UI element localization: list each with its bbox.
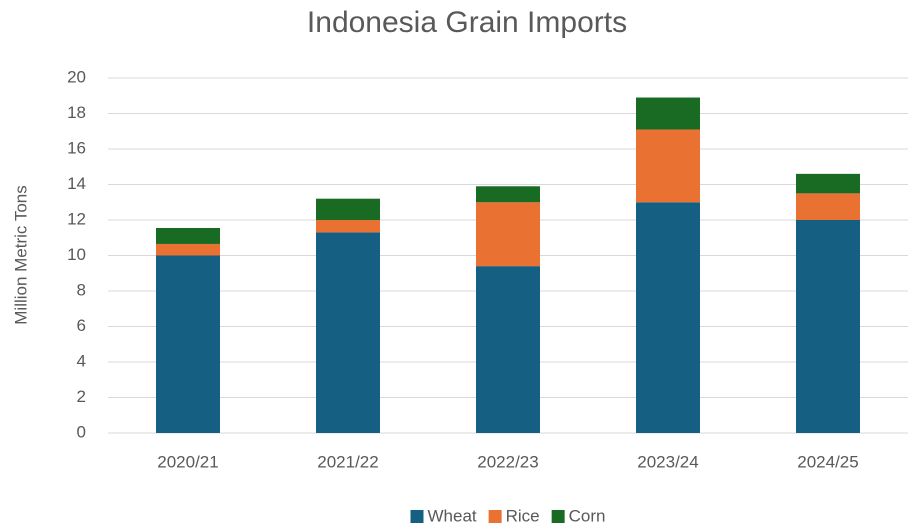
- bar-segment: [156, 227, 220, 244]
- bar-segment: [796, 220, 860, 433]
- legend-label: Wheat: [427, 506, 476, 525]
- y-tick-label: 10: [67, 245, 86, 264]
- y-tick-label: 6: [77, 316, 86, 335]
- y-tick-label: 14: [67, 174, 86, 193]
- legend-swatch: [488, 510, 502, 523]
- x-tick-label: 2020/21: [157, 452, 218, 471]
- bar-segment: [796, 173, 860, 194]
- legend-label: Corn: [569, 506, 606, 525]
- y-tick-label: 12: [67, 209, 86, 228]
- y-tick-label: 16: [67, 138, 86, 157]
- bar-segment: [476, 202, 540, 267]
- x-tick-label: 2022/23: [477, 452, 538, 471]
- legend-label: Rice: [506, 506, 540, 525]
- bar-segment: [476, 266, 540, 433]
- bar-segment: [636, 129, 700, 203]
- bar-segment: [636, 202, 700, 433]
- x-tick-label: 2024/25: [797, 452, 858, 471]
- x-tick-label: 2023/24: [637, 452, 698, 471]
- y-tick-label: 20: [67, 67, 86, 86]
- legend-swatch: [551, 510, 565, 523]
- bar-segment: [796, 193, 860, 220]
- y-tick-label: 2: [77, 387, 86, 406]
- chart-title: Indonesia Grain Imports: [307, 6, 627, 39]
- y-tick-label: 18: [67, 103, 86, 122]
- bar-segment: [156, 243, 220, 256]
- y-tick-label: 8: [77, 280, 86, 299]
- x-tick-label: 2021/22: [317, 452, 378, 471]
- bar-segment: [316, 232, 380, 433]
- legend-swatch: [410, 510, 424, 523]
- bar-segment: [316, 198, 380, 220]
- bar-segment: [316, 220, 380, 233]
- y-axis-label: Million Metric Tons: [11, 185, 30, 325]
- bar-segment: [476, 186, 540, 203]
- y-tick-label: 0: [77, 422, 86, 441]
- bar-segment: [156, 255, 220, 433]
- y-tick-label: 4: [77, 351, 86, 370]
- bar-segment: [636, 97, 700, 130]
